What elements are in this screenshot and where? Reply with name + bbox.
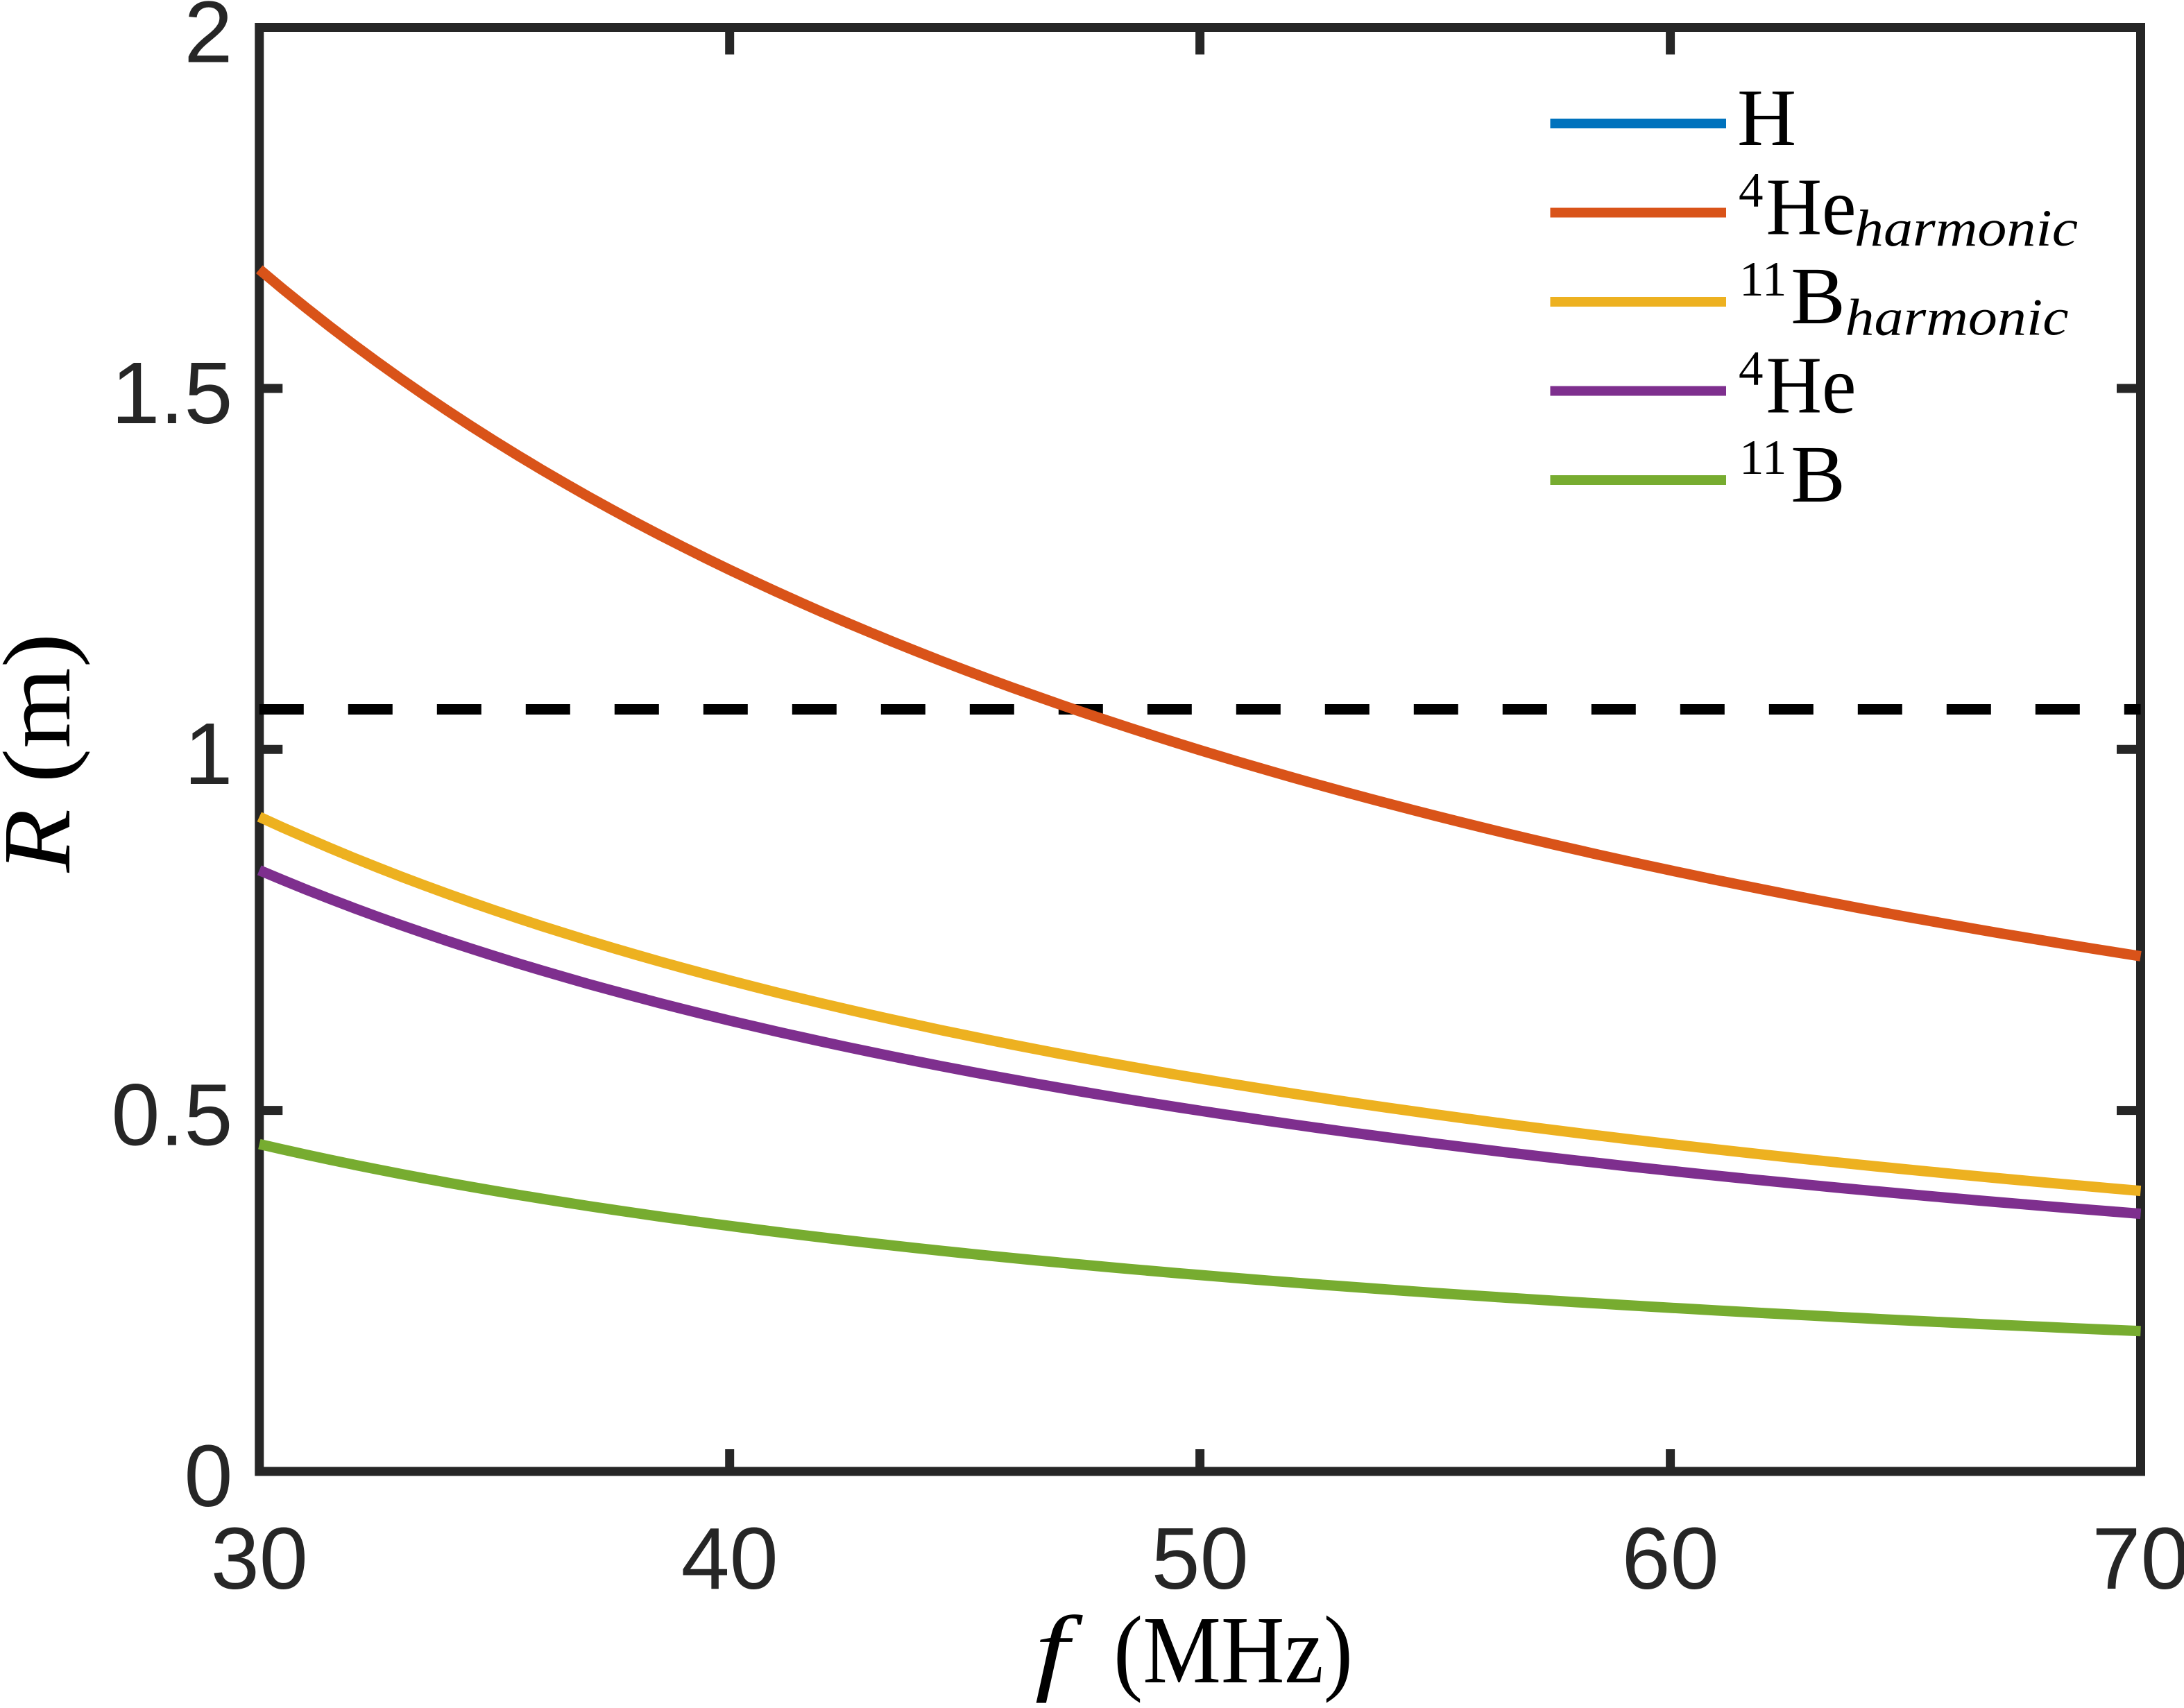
svg-text:11: 11 — [1739, 431, 1786, 485]
svg-text:11: 11 — [1739, 253, 1786, 307]
svg-text:0.5: 0.5 — [111, 1066, 232, 1164]
svg-text:0: 0 — [184, 1427, 232, 1525]
svg-text:He: He — [1766, 340, 1857, 431]
svg-text:70: 70 — [2092, 1510, 2184, 1607]
svg-text:B: B — [1791, 250, 1845, 341]
svg-text:harmonic: harmonic — [1854, 200, 2078, 257]
svg-text:60: 60 — [1622, 1510, 1719, 1607]
svg-text:1: 1 — [184, 705, 232, 803]
svg-text:1.5: 1.5 — [111, 344, 232, 442]
svg-text:(MHz): (MHz) — [1114, 1597, 1353, 1704]
svg-text:4: 4 — [1739, 342, 1764, 396]
svg-text:H: H — [1737, 72, 1796, 163]
svg-text:2: 2 — [184, 0, 232, 81]
svg-text:He: He — [1766, 162, 1857, 253]
svg-text:50: 50 — [1152, 1510, 1249, 1607]
svg-text:4: 4 — [1739, 164, 1764, 218]
svg-text:harmonic: harmonic — [1845, 289, 2069, 347]
svg-text:B: B — [1791, 429, 1845, 520]
svg-text:40: 40 — [681, 1510, 778, 1607]
svg-text:30: 30 — [211, 1510, 308, 1607]
svg-text:R (m): R (m) — [0, 633, 91, 873]
